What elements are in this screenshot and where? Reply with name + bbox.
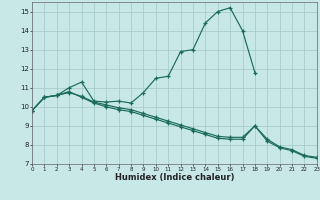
X-axis label: Humidex (Indice chaleur): Humidex (Indice chaleur) bbox=[115, 173, 234, 182]
